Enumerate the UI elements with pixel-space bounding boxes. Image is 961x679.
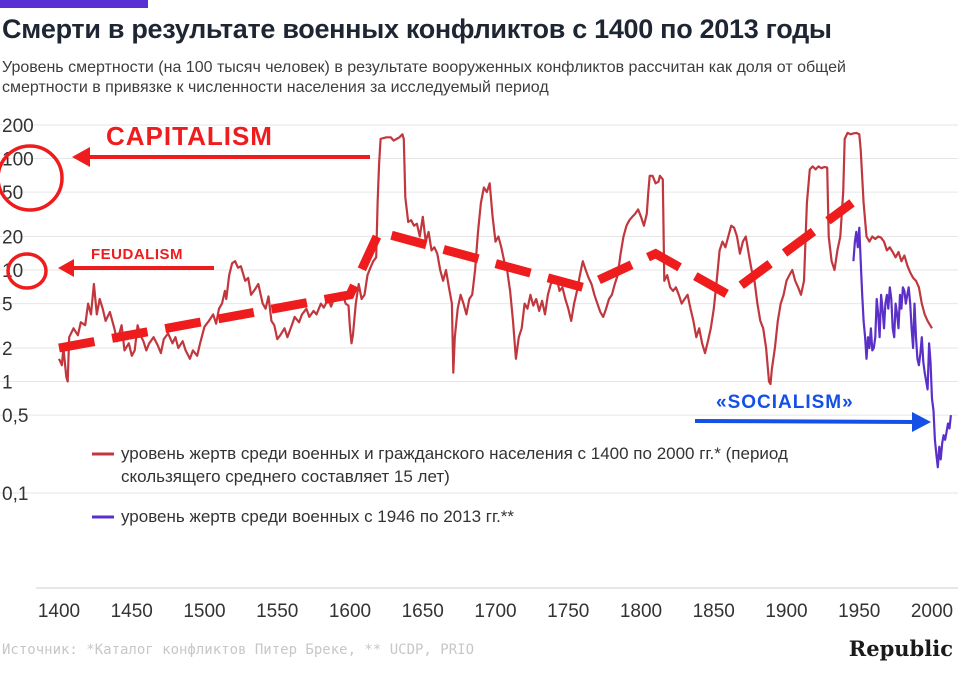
x-tick-label: 1750 [547, 601, 589, 622]
legend-label-red: уровень жертв среди военных и гражданско… [121, 444, 788, 486]
y-tick-label: 0,1 [2, 484, 28, 505]
y-tick-label: 5 [2, 295, 13, 316]
x-tick-label: 1450 [111, 601, 153, 622]
source-note: Источник: *Каталог конфликтов Питер Брек… [2, 642, 475, 658]
socialism-arrow [694, 419, 916, 424]
x-tick-label: 1650 [402, 601, 444, 622]
trend-line [58, 199, 855, 353]
x-tick-label: 1400 [38, 601, 80, 622]
accent-bar [0, 0, 148, 8]
gridlines [0, 124, 958, 494]
page-title: Смерти в результате военных конфликтов с… [2, 14, 832, 44]
y-tick-label: 200 [2, 116, 34, 137]
page-subtitle: Уровень смертности (на 100 тысяч человек… [2, 59, 846, 96]
x-axis: 1400 1450 1500 1550 1600 1650 1700 1750 1800 1850… [36, 587, 958, 622]
annotation-socialism-label: «SOCIALISM» [716, 392, 854, 413]
x-tick-label: 1500 [183, 601, 225, 622]
x-tick-label: 1800 [620, 601, 662, 622]
series-lines [57, 131, 952, 469]
y-tick-label: 10 [2, 261, 23, 282]
annotation-capitalism: CAPITALISM [0, 121, 370, 212]
y-tick-label: 20 [2, 227, 23, 248]
x-tick-label: 1950 [838, 601, 880, 622]
brand-logo: Republic [848, 636, 953, 661]
y-tick-label: 2 [2, 339, 13, 360]
annotation-socialism: «SOCIALISM» [694, 392, 931, 432]
y-tick-label: 100 [2, 150, 34, 171]
y-axis: 200 100 50 20 10 5 2 1 0,5 0,1 [2, 116, 34, 505]
capitalism-arrowhead [72, 147, 90, 167]
annotation-capitalism-label: CAPITALISM [106, 121, 273, 151]
socialism-arrowhead [912, 412, 931, 432]
capitalism-circle [0, 144, 64, 212]
x-tick-label: 1600 [329, 601, 371, 622]
x-tick-label: 1900 [765, 601, 807, 622]
y-tick-label: 50 [2, 183, 23, 204]
x-tick-label: 1550 [256, 601, 298, 622]
series-line-purple [852, 226, 952, 469]
feudalism-circle [6, 252, 48, 290]
x-tick-label: 1700 [474, 601, 516, 622]
x-tick-label: 2000 [911, 601, 953, 622]
y-tick-label: 0,5 [2, 406, 28, 427]
trend-dashed-line [58, 199, 855, 353]
feudalism-arrowhead [58, 259, 74, 277]
legend-label-purple: уровень жертв среди военных с 1946 по 20… [121, 507, 515, 526]
legend: уровень жертв среди военных и гражданско… [92, 444, 788, 526]
series-line-red [57, 131, 933, 386]
annotation-feudalism-label: FEUDALISM [91, 246, 183, 263]
y-tick-label: 1 [2, 373, 13, 394]
annotation-feudalism: FEUDALISM [6, 246, 214, 290]
x-tick-label: 1850 [693, 601, 735, 622]
